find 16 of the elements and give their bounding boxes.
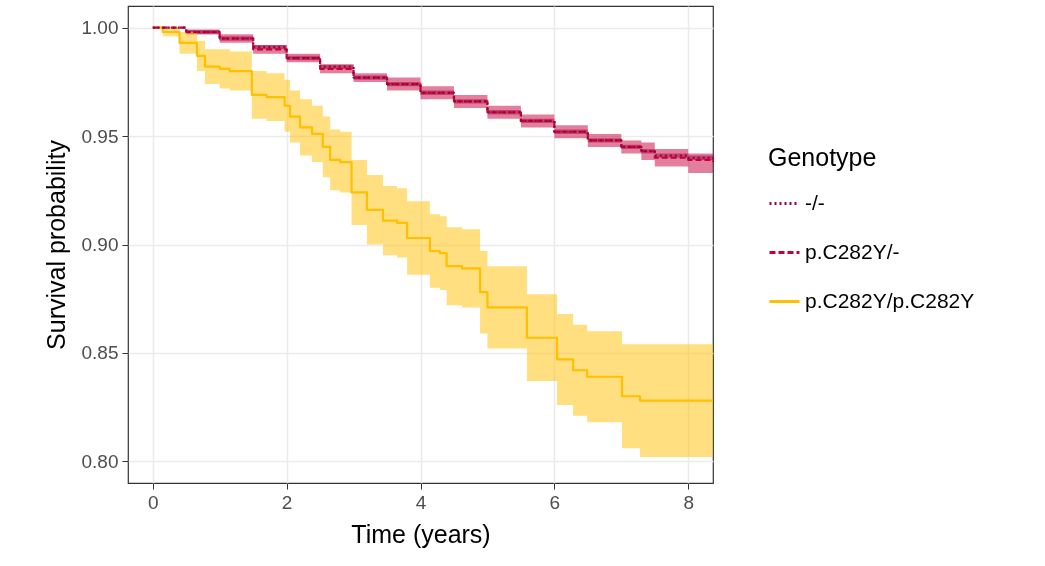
- legend-label: p.C282Y/p.C282Y: [805, 288, 975, 312]
- x-tick-label: 2: [281, 491, 293, 513]
- y-tick-label: 0.85: [81, 342, 119, 364]
- y-tick-label: 0.80: [81, 450, 119, 472]
- y-tick-label: 1.00: [81, 17, 119, 39]
- x-tick-label: 4: [415, 491, 427, 513]
- legend-label: -/-: [805, 190, 825, 214]
- x-axis-title: Time (years): [351, 519, 491, 548]
- y-axis-title: Survival probability: [41, 139, 70, 350]
- legend-title: Genotype: [768, 143, 877, 171]
- legend-label: p.C282Y/-: [805, 239, 900, 263]
- x-tick-label: 0: [147, 491, 159, 513]
- y-tick-label: 0.90: [81, 234, 119, 255]
- x-tick-label: 8: [683, 491, 695, 513]
- y-tick-label: 0.95: [81, 125, 119, 147]
- x-tick-label: 6: [549, 491, 561, 513]
